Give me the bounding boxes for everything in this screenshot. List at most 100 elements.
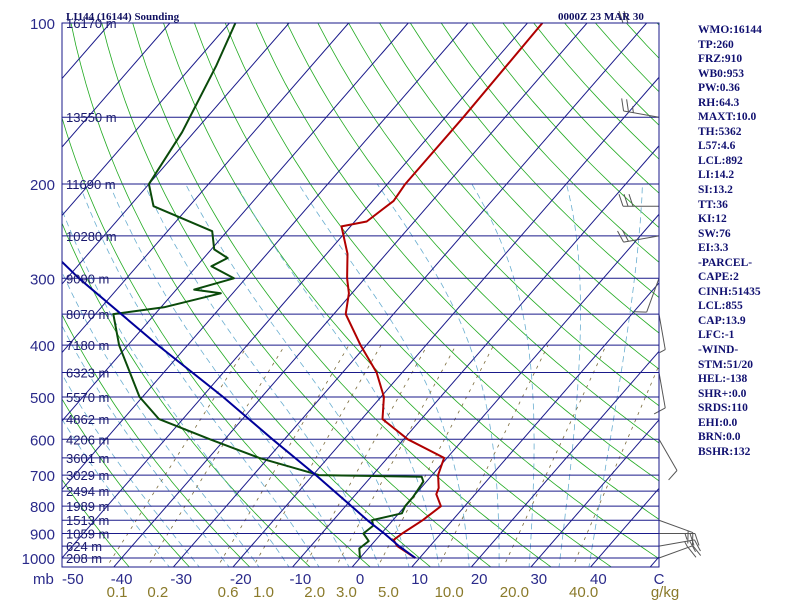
moist-adiabat-line — [62, 271, 260, 567]
pressure-tick-label: 100 — [30, 16, 55, 33]
index-item: LI:14.2 — [698, 169, 735, 182]
index-item: KI:12 — [698, 213, 727, 226]
temperature-unit-label: C — [654, 571, 665, 588]
pressure-tick-label: 800 — [30, 499, 55, 516]
wind-barb — [658, 545, 702, 559]
mixing-ratio-line — [377, 344, 495, 567]
isotherm-line — [530, 419, 659, 567]
moist-adiabat-line — [471, 183, 535, 567]
temperature-tick-label: -30 — [170, 571, 192, 588]
height-labels: 16170 m 13550 m 11690 m 10280 m 9090 m 8070 m… — [66, 16, 117, 566]
mixing-ratio-line — [437, 344, 549, 567]
temperature-profile-line — [340, 23, 544, 559]
isotherm-line — [172, 23, 648, 567]
index-item: TP:260 — [698, 38, 734, 51]
pressure-axis-labels: 1000 900 800 700 600 500 400 300 200 100 — [22, 16, 55, 568]
isotherm-line — [411, 282, 659, 567]
index-item: SW:76 — [698, 227, 731, 240]
height-label: 3029 m — [66, 468, 109, 483]
wind-barb — [658, 539, 701, 553]
height-label: 624 m — [66, 539, 102, 554]
height-label: 3601 m — [66, 451, 109, 466]
index-item: SRDS:110 — [698, 402, 748, 415]
index-item: CAP:13.9 — [698, 314, 746, 327]
isotherm-line — [291, 145, 659, 567]
index-item: EI:3.3 — [698, 242, 729, 255]
index-item: BSHR:132 — [698, 445, 751, 458]
dry-adiabat-line — [409, 23, 659, 298]
moist-adiabat-line — [588, 184, 643, 567]
index-item: BRN:0.0 — [698, 431, 741, 444]
pressure-tick-label: 1000 — [22, 551, 55, 568]
moist-adiabat-line — [376, 183, 500, 567]
wind-barb — [618, 194, 659, 207]
mixing-ratio-tick-label: 1.0 — [253, 584, 274, 600]
dry-adiabat-line — [101, 23, 492, 567]
mixing-ratio-line — [106, 344, 249, 567]
moist-adiabat-line — [62, 324, 230, 567]
moist-adiabat-line — [62, 373, 200, 567]
height-label: 1059 m — [66, 527, 109, 542]
isotherm-line — [62, 23, 290, 285]
dry-adiabat-line — [62, 313, 251, 567]
wind-barb — [621, 98, 660, 118]
mixing-ratio-line — [335, 344, 457, 567]
mixing-ratio-labels: 0.1 0.2 0.6 1.0 2.0 3.0 5.0 10.0 20.0 40.0 g/kg — [107, 584, 679, 600]
temperature-tick-label: -40 — [111, 571, 133, 588]
height-label: 9090 m — [66, 271, 109, 286]
isotherm-line — [62, 23, 469, 491]
mixing-ratio-tick-label: 40.0 — [569, 584, 598, 600]
height-label: 2494 m — [66, 484, 109, 499]
pressure-tick-label: 900 — [30, 527, 55, 544]
isotherm-line — [351, 213, 659, 567]
index-item: LCL:855 — [698, 300, 743, 313]
temperature-tick-label: 30 — [530, 571, 547, 588]
sounding-profiles — [62, 23, 544, 559]
dewpoint-profile-line — [112, 23, 425, 559]
temperature-tick-label: -10 — [290, 571, 312, 588]
dry-adiabat-line — [62, 478, 130, 567]
moist-adiabat-line — [109, 183, 350, 567]
index-item: CAPE:2 — [698, 271, 739, 284]
height-label: 6323 m — [66, 365, 109, 380]
pressure-tick-label: 600 — [30, 432, 55, 449]
sounding-indices-panel: WMO:16144 TP:260 FRZ:910 WB0:953 PW:0.36 RH:6… — [698, 23, 798, 459]
mixing-ratio-line — [502, 344, 607, 567]
dry-adiabat-line — [440, 23, 659, 263]
mixing-ratio-tick-label: 2.0 — [304, 584, 325, 600]
index-item: MAXT:10.0 — [698, 111, 757, 124]
height-label: 208 m — [66, 551, 102, 566]
dry-adiabat-line — [286, 23, 659, 444]
isotherm-line — [62, 23, 171, 148]
wind-barb — [658, 519, 694, 546]
wind-barb — [634, 278, 660, 313]
mixing-ratio-line — [216, 344, 350, 567]
temperature-tick-label: 0 — [356, 571, 364, 588]
index-item: STM:51/20 — [698, 358, 753, 371]
height-label: 5570 m — [66, 390, 109, 405]
moist-adiabat-line — [143, 183, 380, 567]
wind-barb — [653, 372, 666, 415]
mixing-ratio-tick-label: 0.6 — [218, 584, 239, 600]
isotherm-line — [232, 76, 659, 567]
dry-adiabat-line — [379, 23, 659, 334]
dry-adiabat-line — [132, 23, 552, 567]
wind-barb — [617, 229, 660, 243]
mixing-ratio-tick-label: 0.2 — [147, 584, 168, 600]
moist-adiabat-line — [558, 184, 581, 567]
wind-barb — [658, 439, 678, 481]
index-item: RH:64.3 — [698, 96, 740, 109]
index-item: WB0:953 — [698, 67, 744, 80]
dry-adiabat-line — [255, 23, 659, 482]
index-item: L57:4.6 — [698, 140, 736, 153]
isotherm-line — [62, 23, 350, 354]
height-label: 13550 m — [66, 110, 117, 125]
temperature-tick-label: 10 — [411, 571, 428, 588]
isotherm-line — [62, 23, 409, 422]
height-label: 11690 m — [66, 177, 116, 192]
pressure-tick-label: 200 — [30, 177, 55, 194]
plot-frame — [61, 22, 660, 568]
pressure-tick-label: 500 — [30, 390, 55, 407]
dry-adiabat-line — [317, 23, 659, 407]
pressure-tick-label: 400 — [30, 338, 55, 355]
